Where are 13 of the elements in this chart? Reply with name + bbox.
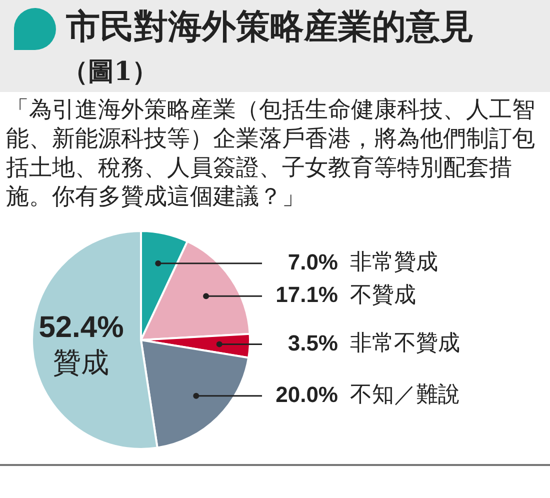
slice-label: 不知／難說 [350,382,460,408]
data-label: 7.0% [288,249,338,274]
data-label: 3.5% [288,330,338,356]
chart-title: 市民對海外策略産業的意見 [66,6,474,49]
slice-label: 不贊成 [350,282,416,308]
slice-label: 非常不贊成 [350,330,460,356]
data-label: 20.0% [276,382,338,407]
slice-label: 贊成 [53,346,110,379]
data-label: 17.1% [276,282,338,308]
data-label: 52.4% [38,310,124,344]
slice-label: 非常贊成 [350,250,438,276]
chart-subtitle: （圖1） [62,56,158,89]
text: 「為引進海外策略産業（包括生命健康科技、人工智能、新能源科技等）企業落戶香港，將為他們制訂包括土地、稅務、人員簽證、子女教育等特別配套措施。你有多贊成這個建議？」 [5,96,536,212]
